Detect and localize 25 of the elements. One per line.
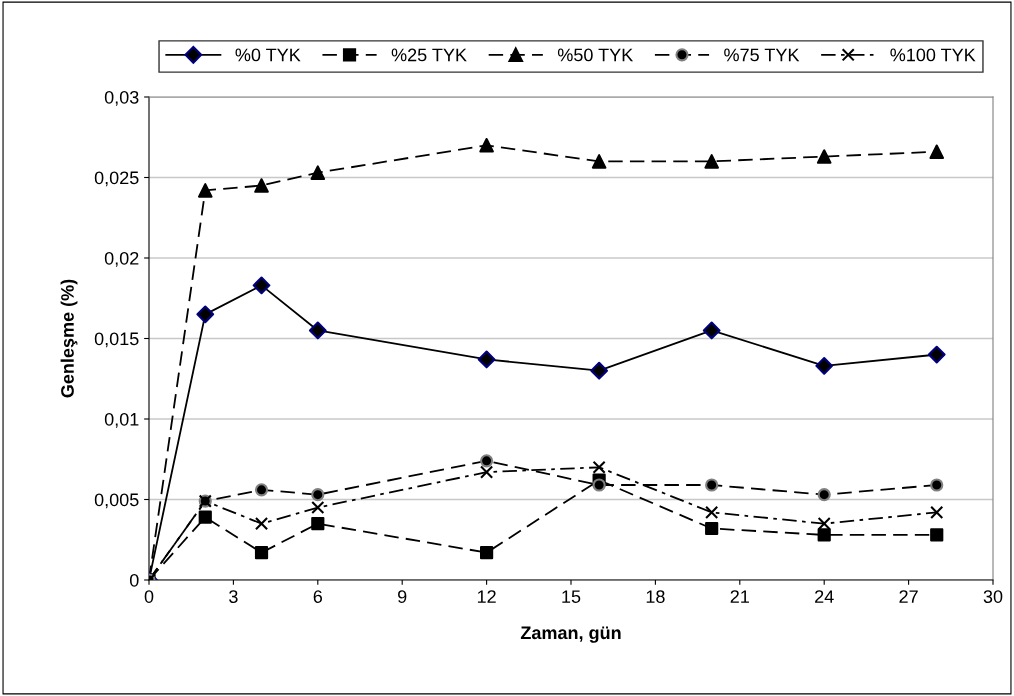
legend-label: %0 TYK bbox=[235, 48, 301, 62]
legend-label: %50 TYK bbox=[557, 48, 634, 62]
legend-label: %25 TYK bbox=[391, 48, 467, 62]
x-tick-label: 27 bbox=[899, 590, 918, 603]
x-tick-label: 15 bbox=[562, 590, 581, 603]
x-tick-label: 6 bbox=[313, 590, 323, 603]
x-tick-label: 9 bbox=[398, 590, 407, 603]
x-tick-label: 12 bbox=[477, 590, 496, 603]
x-axis-title: Zaman, gün bbox=[520, 626, 621, 643]
y-tick-label: 0,02 bbox=[104, 251, 139, 267]
y-tick-label: 0,015 bbox=[94, 332, 139, 348]
x-tick-label: 30 bbox=[983, 590, 1003, 603]
y-axis-title: Genleşme (%) bbox=[60, 279, 78, 398]
y-tick-label: 0,025 bbox=[94, 171, 139, 187]
x-tick-label: 24 bbox=[815, 590, 834, 603]
legend-label: %75 TYK bbox=[724, 48, 800, 62]
x-tick-label: 21 bbox=[730, 590, 749, 603]
y-tick-label: 0,005 bbox=[94, 493, 139, 509]
x-tick-label: 0 bbox=[144, 590, 154, 603]
y-tick-label: 0,01 bbox=[104, 412, 139, 428]
y-tick-label: 0,03 bbox=[104, 90, 139, 106]
y-tick-label: 0 bbox=[129, 573, 139, 587]
x-tick-label: 18 bbox=[646, 590, 665, 603]
x-tick-label: 3 bbox=[229, 590, 238, 603]
legend-label: %100 TYK bbox=[890, 48, 976, 62]
